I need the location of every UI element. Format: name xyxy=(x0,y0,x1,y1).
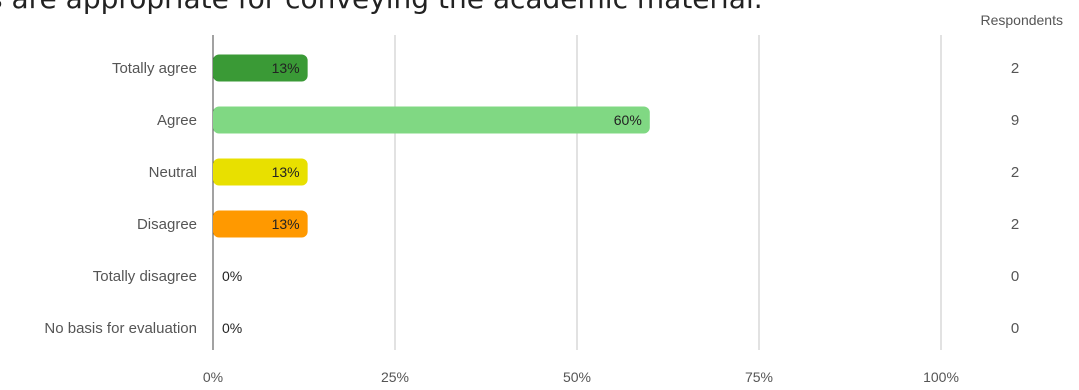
bar-value-label: 13% xyxy=(272,60,300,76)
category-label: No basis for evaluation xyxy=(44,320,197,337)
category-label: Agree xyxy=(157,112,197,129)
respondents-header: Respondents xyxy=(980,12,1063,28)
respondent-count: 2 xyxy=(1011,60,1019,77)
bar-value-label: 0% xyxy=(222,320,242,336)
bar-value-label: 0% xyxy=(222,268,242,284)
bar-value-label: 60% xyxy=(614,112,642,128)
bar xyxy=(213,210,308,238)
respondent-count: 0 xyxy=(1011,268,1019,285)
x-tick-label: 0% xyxy=(203,369,223,385)
category-label: Totally agree xyxy=(112,60,197,77)
category-label: Disagree xyxy=(137,216,197,233)
respondent-count: 9 xyxy=(1011,112,1019,129)
category-label: Neutral xyxy=(149,164,197,181)
respondent-count: 2 xyxy=(1011,164,1019,181)
respondent-count: 2 xyxy=(1011,216,1019,233)
x-tick-label: 75% xyxy=(745,369,773,385)
bar-value-label: 13% xyxy=(272,216,300,232)
bar xyxy=(213,54,308,82)
chart-title: s are appropriate for conveying the acad… xyxy=(0,0,763,15)
bar xyxy=(213,106,650,134)
respondent-count: 0 xyxy=(1011,320,1019,337)
bar-value-label: 13% xyxy=(272,164,300,180)
x-tick-label: 100% xyxy=(923,369,959,385)
labels: 0% 25% 50% 75% 100% Respondents Totally agree 1… xyxy=(44,12,1063,385)
gridlines xyxy=(212,35,942,350)
x-tick-label: 25% xyxy=(381,369,409,385)
bars xyxy=(213,54,650,238)
category-label: Totally disagree xyxy=(93,268,197,285)
bar xyxy=(213,158,308,186)
x-tick-label: 50% xyxy=(563,369,591,385)
